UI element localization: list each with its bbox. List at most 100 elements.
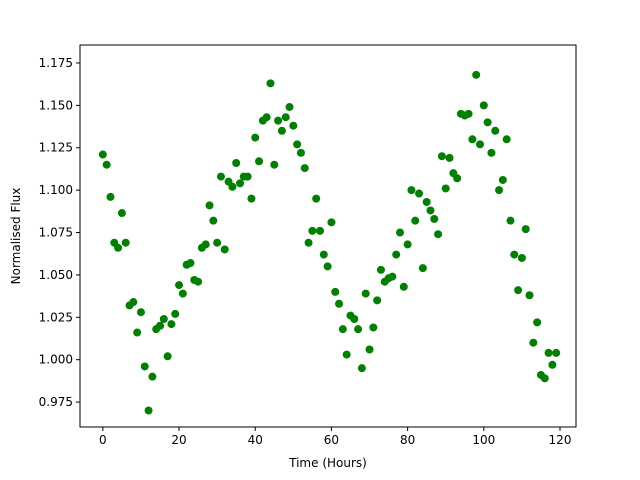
data-point <box>236 179 244 188</box>
y-tick-label: 1.000 <box>39 353 73 367</box>
data-point <box>502 135 511 144</box>
data-point <box>106 192 115 201</box>
data-point <box>243 172 252 181</box>
data-point <box>308 226 317 235</box>
data-point <box>285 103 294 112</box>
data-point <box>418 264 427 273</box>
data-point <box>403 240 412 249</box>
data-point <box>175 281 184 290</box>
data-point <box>98 150 107 159</box>
data-point <box>506 216 515 225</box>
data-point <box>487 148 496 157</box>
y-tick-label: 1.175 <box>39 56 73 70</box>
data-point <box>304 238 313 247</box>
data-point <box>209 216 218 225</box>
x-tick-label: 80 <box>400 433 415 447</box>
data-point <box>159 314 168 323</box>
data-point <box>163 352 172 361</box>
data-point <box>517 253 526 262</box>
data-point <box>540 374 549 383</box>
data-point <box>133 328 142 337</box>
x-tick-label: 20 <box>171 433 186 447</box>
data-point <box>102 160 111 169</box>
x-tick-label: 100 <box>472 433 495 447</box>
data-point <box>316 226 324 235</box>
data-point <box>114 243 123 252</box>
y-tick-label: 1.150 <box>39 98 73 112</box>
data-point <box>216 172 225 181</box>
data-point <box>376 265 385 274</box>
y-tick-label: 1.125 <box>39 141 73 155</box>
data-point <box>422 198 431 207</box>
data-point <box>186 259 195 268</box>
data-point <box>396 228 404 237</box>
data-point <box>415 189 424 198</box>
data-point <box>205 201 214 210</box>
data-point <box>331 287 340 296</box>
x-tick-label: 60 <box>324 433 339 447</box>
data-point <box>220 245 229 254</box>
data-point <box>514 286 523 295</box>
data-point <box>434 230 443 239</box>
data-point <box>338 325 347 334</box>
data-point <box>472 70 481 79</box>
data-point <box>156 321 164 330</box>
y-tick-label: 0.975 <box>39 395 73 409</box>
data-point <box>369 323 378 332</box>
data-point <box>357 364 366 373</box>
data-point <box>171 309 180 318</box>
data-point <box>479 101 488 110</box>
data-point <box>117 209 126 218</box>
data-point <box>498 175 507 184</box>
data-point <box>411 216 420 225</box>
data-point <box>319 250 328 259</box>
data-point <box>445 153 454 162</box>
data-point <box>399 282 408 291</box>
data-point <box>388 272 397 281</box>
data-point <box>510 250 519 259</box>
data-point <box>342 350 351 359</box>
data-point <box>296 148 305 157</box>
data-point <box>312 194 321 203</box>
x-tick-label: 0 <box>99 433 107 447</box>
data-point <box>140 362 149 371</box>
y-tick-label: 1.050 <box>39 268 73 282</box>
x-tick-label: 40 <box>248 433 263 447</box>
data-point <box>521 225 530 234</box>
data-point <box>491 126 500 135</box>
data-point <box>548 360 557 369</box>
data-point <box>255 157 264 166</box>
data-point <box>277 126 286 135</box>
data-point <box>262 113 271 122</box>
data-point <box>281 113 290 122</box>
data-point <box>533 318 542 327</box>
data-point <box>247 194 256 203</box>
x-tick-label: 120 <box>549 433 572 447</box>
plot-frame <box>79 44 577 428</box>
y-tick-label: 1.100 <box>39 183 73 197</box>
data-point <box>327 218 336 227</box>
data-point <box>529 338 538 347</box>
data-point <box>270 160 279 169</box>
data-point <box>194 277 203 286</box>
data-point <box>148 372 157 381</box>
data-point <box>361 289 370 298</box>
data-point <box>293 140 302 149</box>
data-point <box>441 184 450 193</box>
data-point <box>552 348 561 357</box>
data-point <box>213 238 222 247</box>
y-tick-label: 1.075 <box>39 226 73 240</box>
data-point <box>274 116 283 125</box>
data-point <box>373 296 382 305</box>
data-point <box>453 174 462 183</box>
data-point <box>437 152 446 161</box>
data-point <box>201 240 210 249</box>
data-point <box>136 308 145 317</box>
data-point <box>300 164 309 173</box>
data-point <box>430 214 439 223</box>
data-point <box>144 406 153 415</box>
data-point <box>323 262 332 271</box>
data-point <box>525 291 534 300</box>
data-point <box>392 250 401 259</box>
